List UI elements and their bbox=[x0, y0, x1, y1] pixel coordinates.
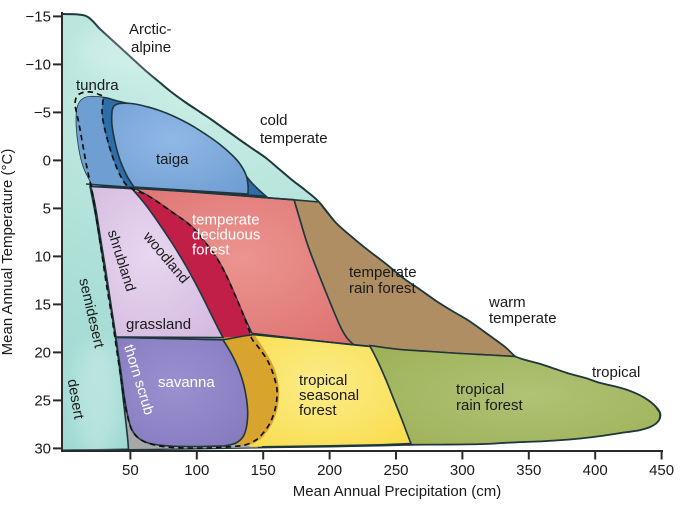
svg-text:−15: −15 bbox=[26, 9, 51, 26]
svg-text:deciduous: deciduous bbox=[192, 227, 260, 244]
svg-text:10: 10 bbox=[34, 249, 51, 266]
svg-text:450: 450 bbox=[649, 462, 674, 479]
svg-text:temperate: temperate bbox=[489, 310, 557, 327]
svg-text:tropical: tropical bbox=[456, 381, 504, 398]
svg-text:cold: cold bbox=[260, 112, 288, 129]
svg-text:tropical: tropical bbox=[592, 364, 640, 381]
svg-text:150: 150 bbox=[251, 462, 276, 479]
svg-text:−5: −5 bbox=[34, 105, 51, 122]
svg-text:250: 250 bbox=[383, 462, 408, 479]
svg-text:seasonal: seasonal bbox=[299, 387, 359, 404]
svg-text:5: 5 bbox=[43, 201, 51, 218]
svg-text:0: 0 bbox=[43, 153, 51, 170]
svg-text:rain forest: rain forest bbox=[349, 280, 417, 297]
svg-text:alpine: alpine bbox=[131, 39, 171, 56]
svg-text:rain forest: rain forest bbox=[456, 397, 524, 414]
svg-text:tundra: tundra bbox=[76, 77, 119, 94]
svg-text:savanna: savanna bbox=[158, 374, 215, 391]
svg-text:Arctic-: Arctic- bbox=[129, 21, 172, 38]
svg-text:200: 200 bbox=[317, 462, 342, 479]
svg-text:forest: forest bbox=[299, 402, 337, 419]
svg-text:25: 25 bbox=[34, 393, 51, 410]
svg-text:forest: forest bbox=[192, 242, 230, 259]
svg-text:temperate: temperate bbox=[349, 264, 417, 281]
svg-text:20: 20 bbox=[34, 345, 51, 362]
svg-text:desert: desert bbox=[64, 378, 87, 420]
svg-text:tropical: tropical bbox=[299, 372, 347, 389]
svg-text:100: 100 bbox=[184, 462, 209, 479]
svg-text:Mean Annual Temperature (°C): Mean Annual Temperature (°C) bbox=[0, 149, 16, 356]
svg-text:50: 50 bbox=[122, 462, 139, 479]
svg-text:350: 350 bbox=[516, 462, 541, 479]
svg-text:Mean Annual Precipitation (cm): Mean Annual Precipitation (cm) bbox=[293, 483, 501, 500]
svg-text:temperate: temperate bbox=[192, 212, 260, 229]
svg-text:warm: warm bbox=[488, 294, 526, 311]
svg-text:temperate: temperate bbox=[260, 130, 328, 147]
svg-text:30: 30 bbox=[34, 441, 51, 458]
svg-text:taiga: taiga bbox=[156, 151, 189, 168]
svg-text:400: 400 bbox=[583, 462, 608, 479]
svg-text:grassland: grassland bbox=[126, 316, 191, 333]
svg-text:300: 300 bbox=[450, 462, 475, 479]
svg-text:−10: −10 bbox=[26, 57, 51, 74]
svg-text:15: 15 bbox=[34, 297, 51, 314]
